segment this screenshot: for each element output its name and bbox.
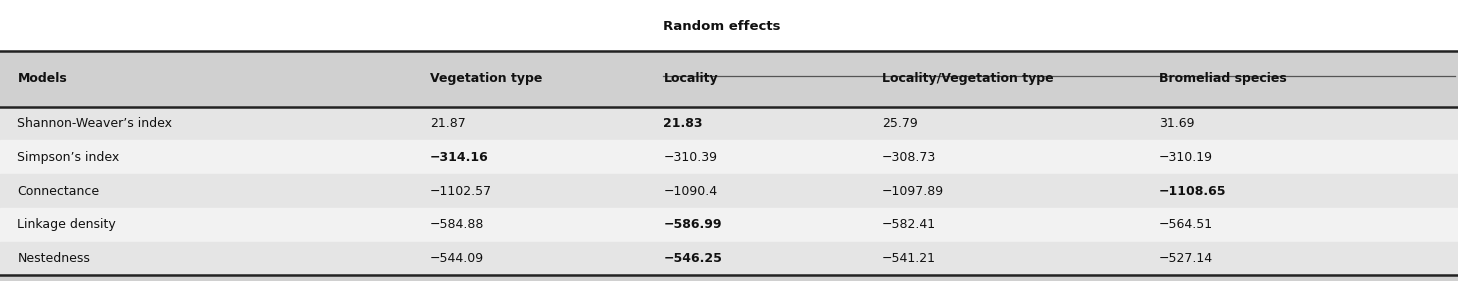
Text: Linkage density: Linkage density	[17, 218, 117, 231]
Text: 21.87: 21.87	[430, 117, 467, 130]
Text: −1090.4: −1090.4	[663, 185, 717, 198]
Text: −582.41: −582.41	[882, 218, 936, 231]
Bar	[0, 0, 1458, 51]
Text: Nestedness: Nestedness	[17, 252, 90, 265]
Text: −546.25: −546.25	[663, 252, 722, 265]
Bar	[0, 208, 1458, 242]
Bar	[0, 242, 1458, 275]
Text: −314.16: −314.16	[430, 151, 488, 164]
Bar	[0, 275, 1458, 281]
Text: −586.99: −586.99	[663, 218, 722, 231]
Text: Shannon-Weaver’s index: Shannon-Weaver’s index	[17, 117, 172, 130]
Bar	[0, 140, 1458, 174]
Text: −310.39: −310.39	[663, 151, 717, 164]
Text: −310.19: −310.19	[1159, 151, 1213, 164]
Text: −308.73: −308.73	[882, 151, 936, 164]
Text: 31.69: 31.69	[1159, 117, 1194, 130]
Text: −1102.57: −1102.57	[430, 185, 493, 198]
Bar	[0, 174, 1458, 208]
Text: −544.09: −544.09	[430, 252, 484, 265]
Text: Models: Models	[17, 72, 67, 85]
Text: 21.83: 21.83	[663, 117, 703, 130]
Text: Random effects: Random effects	[663, 20, 781, 33]
Bar	[0, 107, 1458, 140]
Text: 25.79: 25.79	[882, 117, 919, 130]
Text: −564.51: −564.51	[1159, 218, 1213, 231]
Text: Simpson’s index: Simpson’s index	[17, 151, 120, 164]
Text: Locality/Vegetation type: Locality/Vegetation type	[882, 72, 1054, 85]
Text: −527.14: −527.14	[1159, 252, 1213, 265]
Text: Locality: Locality	[663, 72, 717, 85]
Text: −584.88: −584.88	[430, 218, 484, 231]
Text: Connectance: Connectance	[17, 185, 99, 198]
Text: −541.21: −541.21	[882, 252, 936, 265]
Text: −1097.89: −1097.89	[882, 185, 945, 198]
Text: Bromeliad species: Bromeliad species	[1159, 72, 1287, 85]
Text: −1108.65: −1108.65	[1159, 185, 1226, 198]
Text: Vegetation type: Vegetation type	[430, 72, 542, 85]
Bar	[0, 51, 1458, 107]
